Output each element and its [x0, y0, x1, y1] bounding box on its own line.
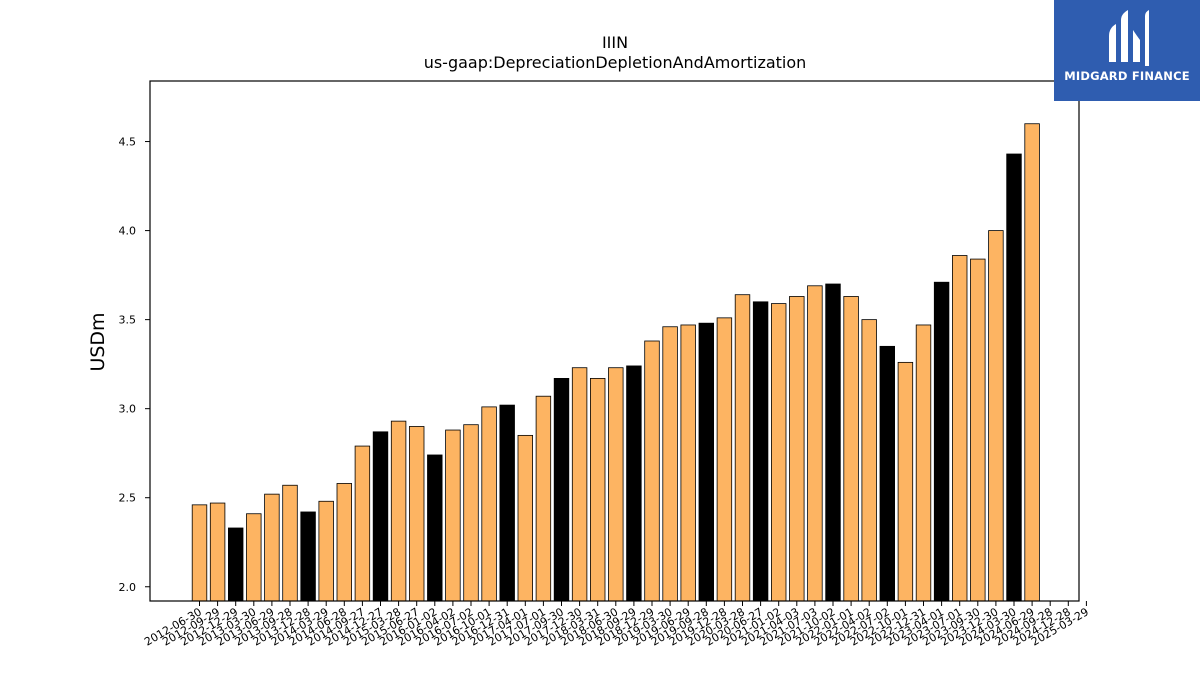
y-axis-ticks: 2.0 2.5 3.0 3.5 4.0 4.5 — [119, 136, 150, 594]
bar-2013-06-29 — [264, 493, 280, 602]
bar-2017-09-30 — [553, 377, 570, 602]
brand-logo: MIDGARD FINANCE — [1054, 0, 1200, 101]
bar-2023-12-30 — [988, 230, 1004, 602]
y-tick-label: 2.0 — [119, 581, 137, 594]
bar-series — [191, 123, 1040, 602]
y-tick-label: 3.0 — [119, 403, 137, 416]
y-tick-label: 2.5 — [119, 492, 137, 505]
bar-2017-07-01 — [535, 395, 552, 602]
bar-2015-03-28 — [390, 420, 407, 602]
bar-2019-03-30 — [662, 326, 678, 602]
bar-2021-10-02 — [825, 283, 841, 602]
y-axis-label: USDm — [87, 312, 109, 371]
bar-2018-09-29 — [626, 365, 642, 602]
bar-2018-06-30 — [608, 367, 624, 602]
bar-2013-03-30 — [246, 513, 262, 602]
bar-2014-03-29 — [318, 500, 334, 602]
bar-2022-12-31 — [915, 324, 932, 602]
bar-2016-01-02 — [427, 454, 443, 602]
x-axis-ticks: 2012-06-302012-09-292012-12-292013-03-30… — [142, 601, 1091, 649]
bar-2012-06-30 — [191, 504, 208, 602]
bar-2012-12-29 — [227, 527, 244, 602]
bar-2019-12-28 — [716, 317, 733, 602]
bar-2016-12-31 — [499, 404, 515, 602]
bar-2016-07-02 — [463, 424, 479, 602]
bar-2022-10-01 — [897, 361, 914, 602]
bar-2012-09-29 — [209, 502, 226, 602]
bar-2024-06-29 — [1024, 123, 1040, 602]
plot-frame — [149, 80, 1080, 602]
bar-2019-09-28 — [698, 322, 715, 602]
bar-2023-09-30 — [970, 258, 986, 602]
bar-2021-04-03 — [789, 296, 805, 602]
bar-2015-06-27 — [408, 426, 425, 602]
bar-2020-03-28 — [734, 294, 751, 602]
midgard-finance-logo-icon — [1109, 10, 1149, 66]
bar-2023-07-01 — [952, 255, 968, 602]
brand-logo-text: MIDGARD FINANCE — [1064, 69, 1190, 83]
bar-2024-03-30 — [1006, 153, 1022, 602]
bar-2019-06-29 — [680, 324, 696, 602]
bar-2016-10-01 — [481, 406, 497, 602]
bar-2014-06-28 — [336, 483, 353, 602]
chart-subtitle: us-gaap:DepreciationDepletionAndAmortiza… — [424, 53, 807, 72]
bar-2018-12-29 — [644, 340, 660, 602]
y-tick-label: 4.0 — [119, 225, 137, 238]
chart-title: IIIN — [602, 33, 628, 52]
bar-2021-01-02 — [771, 303, 787, 602]
bar-2022-07-02 — [879, 345, 896, 602]
bar-2014-12-27 — [372, 431, 389, 602]
y-tick-label: 4.5 — [119, 136, 137, 149]
bar-2013-12-28 — [300, 511, 316, 602]
bar-2014-09-27 — [354, 445, 371, 602]
bar-2013-09-28 — [282, 484, 298, 602]
bar-2017-12-30 — [571, 367, 588, 602]
bar-2022-04-02 — [861, 319, 877, 602]
bar-2016-04-02 — [445, 429, 461, 602]
bar-2017-04-01 — [517, 434, 534, 602]
bar-2018-03-31 — [590, 377, 606, 602]
bar-2020-06-27 — [752, 301, 769, 602]
bar-2022-01-01 — [843, 296, 859, 602]
bar-2023-04-01 — [933, 281, 950, 602]
y-tick-label: 3.5 — [119, 314, 137, 327]
bar-2021-07-03 — [807, 285, 823, 602]
